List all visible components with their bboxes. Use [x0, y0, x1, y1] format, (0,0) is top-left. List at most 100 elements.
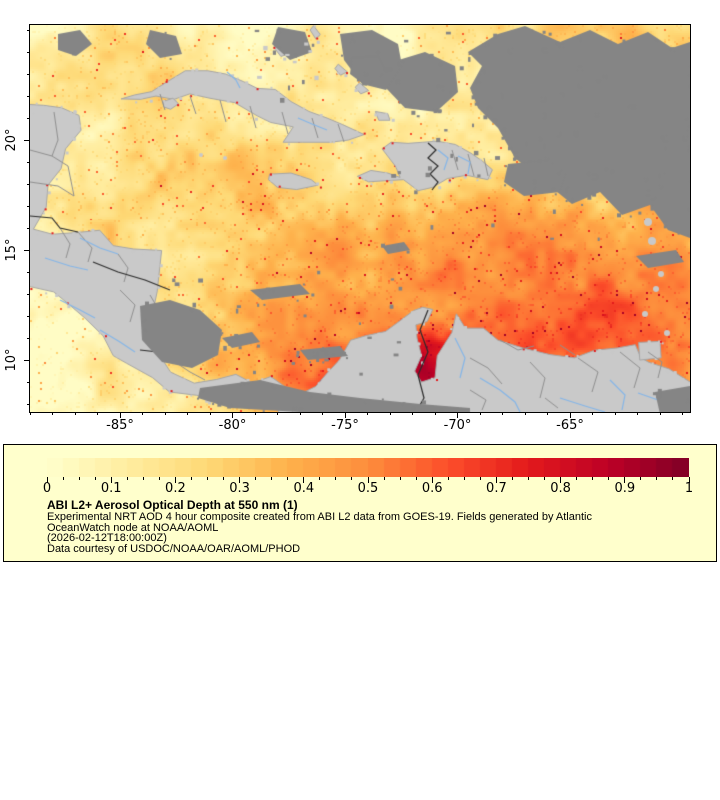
legend-panel: 0 0.1 0.2 0.3 0.4 0.5 0.6 0.7 0.8 0.9 1 ABI L2+ Ae…: [3, 444, 717, 562]
y-axis-minor-tick: [27, 293, 30, 295]
x-axis-major-tick: [457, 412, 458, 418]
colorbar-minor-tick: [479, 477, 481, 480]
y-axis-minor-tick: [27, 51, 30, 53]
x-axis-minor-tick: [637, 412, 638, 415]
x-axis-tick-label: -70°: [443, 418, 472, 433]
x-axis-minor-tick: [434, 412, 436, 415]
colorbar-minor-tick: [383, 477, 385, 480]
x-axis-minor-tick: [614, 412, 616, 415]
y-axis-minor-tick: [27, 73, 30, 75]
colorbar-major-tick: [303, 477, 305, 483]
colorbar-major-tick: [110, 477, 112, 483]
y-axis-minor-tick: [27, 403, 30, 405]
legend-description-line-2: OceanWatch node at NOAA/AOML: [47, 521, 219, 534]
legend-timestamp: (2026-02-12T18:00:00Z): [47, 532, 167, 544]
y-axis-major-tick: [24, 249, 30, 251]
y-axis-minor-tick: [27, 29, 30, 31]
legend-courtesy: Data courtesy of USDOC/NOAA/OAR/AOML/PHO…: [47, 542, 301, 555]
legend-description: Experimental NRT AOD 4 hour composite cr…: [47, 512, 592, 554]
y-axis-minor-tick: [27, 315, 30, 317]
x-axis-major-tick: [119, 412, 121, 418]
colorbar-minor-tick: [287, 477, 289, 480]
colorbar-tick-label: 0: [42, 481, 52, 496]
colorbar-minor-tick: [576, 477, 578, 480]
x-axis-tick-label: -65°: [556, 418, 584, 433]
colorbar-major-tick: [46, 477, 48, 483]
x-axis-minor-tick: [142, 412, 143, 415]
x-axis-minor-tick: [29, 412, 31, 415]
colorbar-minor-tick: [223, 477, 225, 480]
x-axis-minor-tick: [322, 412, 323, 415]
y-axis-minor-tick: [27, 117, 30, 119]
colorbar-minor-tick: [463, 477, 465, 480]
colorbar-minor-tick: [608, 477, 610, 480]
x-axis-minor-tick: [479, 412, 481, 415]
colorbar-minor-tick: [447, 477, 449, 480]
legend-title: ABI L2+ Aerosol Optical Depth at 550 nm …: [47, 498, 298, 512]
colorbar-minor-tick: [207, 477, 208, 480]
colorbar-tick-label: 0.4: [293, 481, 315, 496]
y-axis-minor-tick: [27, 271, 30, 273]
x-axis-minor-tick: [547, 412, 548, 415]
colorbar-minor-tick: [142, 477, 144, 480]
colorbar-major-tick: [624, 477, 626, 483]
colorbar-minor-tick: [640, 477, 642, 480]
colorbar-minor-tick: [94, 477, 96, 480]
colorbar-tick-label: 0.7: [486, 481, 507, 496]
colorbar-minor-tick: [511, 477, 513, 480]
x-axis-tick-label: -80°: [218, 418, 247, 433]
colorbar-tick-label: 0.1: [100, 481, 122, 496]
x-axis-minor-tick: [682, 412, 683, 415]
colorbar-minor-tick: [415, 477, 417, 480]
colorbar-minor-tick: [319, 477, 321, 480]
colorbar-minor-tick: [592, 477, 594, 480]
colorbar-major-tick: [560, 477, 562, 483]
y-axis-tick-label: 20°: [4, 128, 19, 152]
x-axis-minor-tick: [74, 412, 76, 415]
map-plot-frame: [29, 24, 691, 413]
x-axis-minor-tick: [592, 412, 593, 415]
x-axis-minor-tick: [254, 412, 256, 415]
colorbar-tick-label: 0.5: [357, 481, 379, 496]
colorbar-minor-tick: [78, 477, 80, 480]
x-axis-minor-tick: [412, 412, 413, 415]
y-axis-minor-tick: [27, 95, 30, 97]
colorbar-minor-tick: [190, 477, 192, 480]
x-axis-tick-label: -85°: [106, 418, 134, 433]
colorbar-minor-tick: [351, 477, 353, 480]
colorbar-tick-label: 0.2: [165, 481, 186, 496]
x-axis-minor-tick: [299, 412, 301, 415]
x-axis-minor-tick: [209, 412, 211, 415]
colorbar-tick-label: 0.9: [614, 481, 636, 496]
y-axis-minor-tick: [27, 205, 30, 207]
colorbar-tick-label: 0.3: [229, 481, 250, 496]
x-axis-minor-tick: [502, 412, 503, 415]
colorbar-minor-tick: [126, 477, 128, 480]
y-axis-major-tick: [24, 359, 30, 361]
x-axis-major-tick: [232, 412, 233, 418]
colorbar-minor-tick: [255, 477, 257, 480]
x-axis-minor-tick: [164, 412, 166, 415]
y-axis-minor-tick: [27, 161, 30, 163]
x-axis-tick-label: -75°: [331, 418, 359, 433]
legend-description-line-1: Experimental NRT AOD 4 hour composite cr…: [47, 511, 592, 523]
y-axis-minor-tick: [27, 337, 30, 339]
x-axis-major-tick: [344, 412, 346, 418]
colorbar-tick-label: 0.8: [550, 481, 571, 496]
colorbar-minor-tick: [62, 477, 64, 480]
colorbar-minor-tick: [672, 477, 674, 480]
colorbar-major-tick: [239, 477, 241, 483]
colorbar-minor-tick: [158, 477, 160, 480]
x-axis-minor-tick: [389, 412, 391, 415]
colorbar-tick-label: 1: [684, 481, 694, 496]
colorbar-major-tick: [174, 477, 176, 483]
y-axis-minor-tick: [27, 381, 30, 383]
y-axis-tick-label: 15°: [4, 238, 19, 262]
x-axis-minor-tick: [187, 412, 188, 415]
x-axis-minor-tick: [52, 412, 53, 415]
y-axis-minor-tick: [27, 183, 30, 185]
aod-raster-canvas: [30, 25, 690, 412]
colorbar-minor-tick: [399, 477, 401, 480]
x-axis-minor-tick: [367, 412, 368, 415]
